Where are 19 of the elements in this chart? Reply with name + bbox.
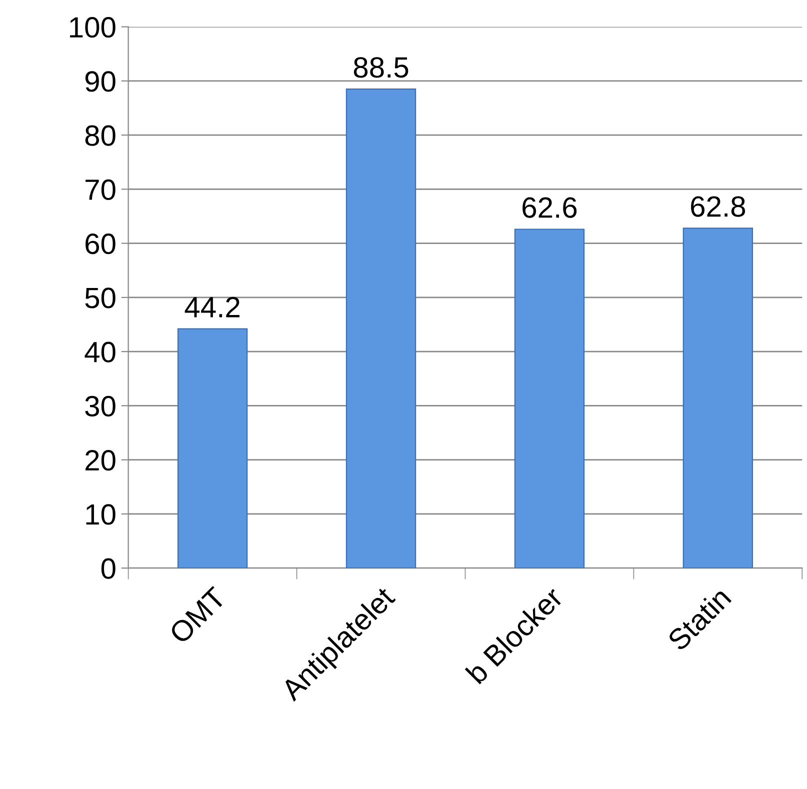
y-tick-label: 90 [85,71,116,92]
y-tick-label: 60 [86,234,116,254]
y-tick-label: 10 [86,504,116,525]
y-tick-label: 40 [84,342,116,362]
data-label: 44.2 [184,296,240,318]
bar [682,228,754,568]
data-label: 62.8 [691,196,746,217]
y-tick-label: 50 [85,288,116,308]
bar [346,88,416,568]
bar [177,328,248,568]
y-tick-label: 20 [86,450,116,471]
data-label: 88.5 [354,57,408,78]
y-tick-label: 70 [86,179,116,200]
y-tick-label: 80 [85,125,116,146]
y-tick-label: 0 [101,558,116,579]
y-tick-label: 100 [70,17,116,38]
y-tick-label: 30 [85,396,116,417]
bar [514,228,585,568]
data-label: 62.6 [522,197,577,218]
